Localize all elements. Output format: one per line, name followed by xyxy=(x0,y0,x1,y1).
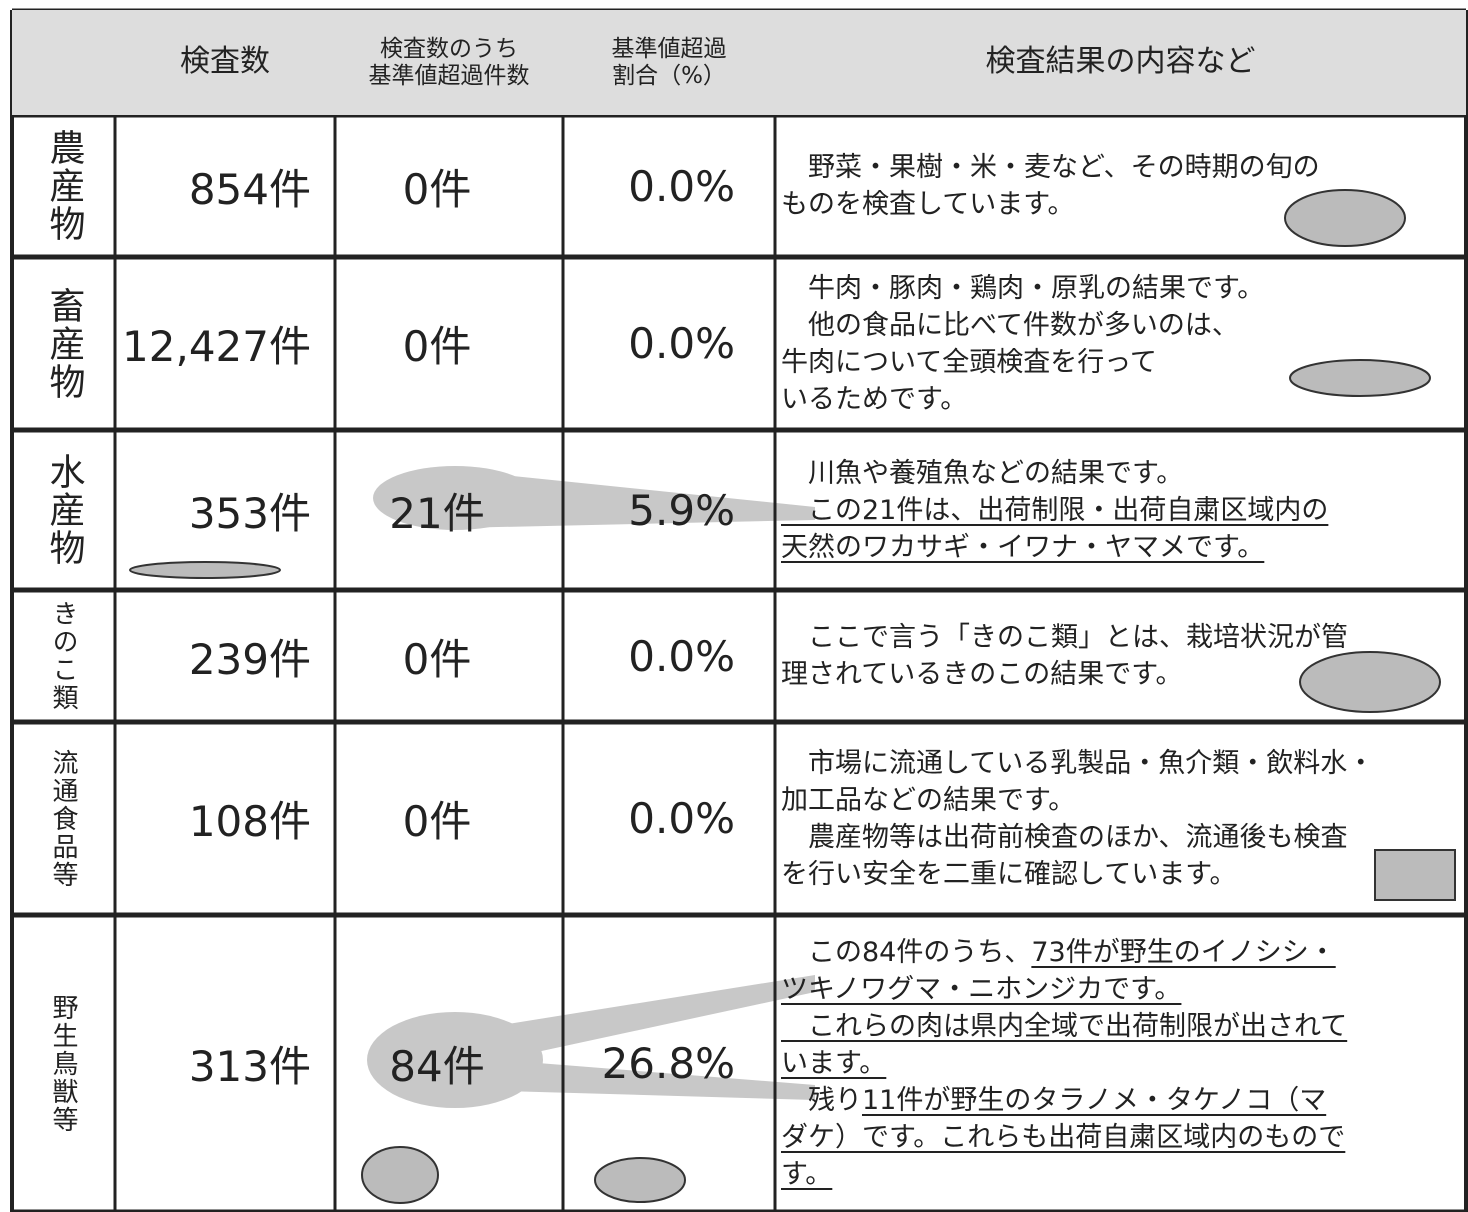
text-segment: 他の食品に比べて件数が多いのは、 xyxy=(781,309,1239,341)
text-segment: 天然のワカサギ・イワナ・ヤマメです。 xyxy=(781,531,1265,563)
description-cell: ここで言う「きのこ類」とは、栽培状況が管 理されているきのこの結果です。 xyxy=(775,590,1466,722)
text-segment: 川魚や養殖魚などの結果です。 xyxy=(781,457,1184,489)
count-cell: 353件 xyxy=(188,488,311,538)
text-segment: を行い安全を二重に確認しています。 xyxy=(781,858,1237,890)
text-segment: いるためです。 xyxy=(781,383,968,415)
ratio-cell: 0.0% xyxy=(628,161,735,211)
exceeded-cell: 0件 xyxy=(402,322,472,371)
count-cell: 239件 xyxy=(188,634,311,684)
description: 牛肉・豚肉・鶏肉・原乳の結果です。 他の食品に比べて件数が多いのは、 牛肉について… xyxy=(781,270,1264,418)
header-cell xyxy=(12,10,115,115)
row-label: きのこ類 xyxy=(48,600,78,712)
description-line: 川魚や養殖魚などの結果です。 xyxy=(781,455,1328,492)
description-line: 農産物等は出荷前検査のほか、流通後も検査 xyxy=(781,819,1374,856)
text-segment: 加工品などの結果です。 xyxy=(781,784,1076,816)
row-label: 畜産物 xyxy=(43,286,85,401)
description: 野菜・果樹・米・麦など、その時期の旬の ものを検査しています。 xyxy=(781,149,1320,223)
description-line: 市場に流通している乳製品・魚介類・飲料水・ xyxy=(781,745,1374,782)
text-segment: 11件が野生のタラノメ・タケノコ（マ xyxy=(862,1085,1327,1116)
description-line: 加工品などの結果です。 xyxy=(781,782,1374,819)
description: 川魚や養殖魚などの結果です。 この21件は、出荷制限・出荷自粛区域内の 天然のワカ… xyxy=(781,455,1328,566)
description-line: 他の食品に比べて件数が多いのは、 xyxy=(781,307,1264,344)
text-segment: これらの肉は県内全域で出荷制限が出されて xyxy=(781,1011,1348,1042)
description-line: ここで言う「きのこ類」とは、栽培状況が管 xyxy=(781,619,1348,656)
description-line: 牛肉について全頭検査を行って xyxy=(781,344,1264,381)
text-segment: います。 xyxy=(781,1048,887,1079)
description-cell: 市場に流通している乳製品・魚介類・飲料水・ 加工品などの結果です。 農産物等は出荷… xyxy=(775,722,1466,915)
description-line: 理されているきのこの結果です。 xyxy=(781,656,1348,693)
text-segment: この84件のうち、 xyxy=(781,937,1032,968)
text-segment: す。 xyxy=(781,1159,833,1190)
text-segment: 農産物等は出荷前検査のほか、流通後も検査 xyxy=(781,821,1348,853)
ratio-cell: 0.0% xyxy=(628,319,735,368)
header-cell: 基準値超過 割合（%） xyxy=(563,10,775,115)
description: この84件のうち、73件が野生のイノシシ・ ツキノワグマ・ニホンジカです。 これら… xyxy=(781,934,1347,1193)
text-segment: この21件は、出荷制限・出荷自粛区域内の xyxy=(781,494,1329,526)
description-cell: この84件のうち、73件が野生のイノシシ・ ツキノワグマ・ニホンジカです。 これら… xyxy=(775,915,1466,1212)
exceeded-cell: 0件 xyxy=(402,634,472,684)
description-line: います。 xyxy=(781,1045,1347,1082)
description-line: 牛肉・豚肉・鶏肉・原乳の結果です。 xyxy=(781,270,1264,307)
description-line: この84件のうち、73件が野生のイノシシ・ xyxy=(781,934,1347,971)
text-segment: 市場に流通している乳製品・魚介類・飲料水・ xyxy=(781,747,1375,779)
count-cell: 854件 xyxy=(188,164,311,214)
count-cell: 313件 xyxy=(188,1042,311,1091)
exceeded-cell: 0件 xyxy=(402,797,472,846)
text-segment: 野菜・果樹・米・麦など、その時期の旬の xyxy=(781,152,1320,183)
text-segment: ダケ）です。これらも出荷自粛区域内のもので xyxy=(781,1122,1346,1153)
description-line: この21件は、出荷制限・出荷自粛区域内の xyxy=(781,492,1328,529)
description-line: これらの肉は県内全域で出荷制限が出されて xyxy=(781,1008,1347,1045)
row-label: 野生鳥獣等 xyxy=(48,993,78,1134)
text-segment: 牛肉・豚肉・鶏肉・原乳の結果です。 xyxy=(781,272,1265,304)
description-line: 残り11件が野生のタラノメ・タケノコ（マ xyxy=(781,1082,1347,1119)
description-line: す。 xyxy=(781,1156,1347,1193)
illustration xyxy=(129,189,1456,1204)
ratio-cell: 26.8% xyxy=(601,1039,735,1088)
header-cell: 検査数 xyxy=(115,10,335,115)
description: 市場に流通している乳製品・魚介類・飲料水・ 加工品などの結果です。 農産物等は出荷… xyxy=(781,745,1374,893)
row-label: 水産物 xyxy=(43,453,85,567)
exceeded-cell: 0件 xyxy=(402,164,472,214)
row-label: 農産物 xyxy=(43,129,85,243)
text-segment: ツキノワグマ・ニホンジカです。 xyxy=(781,974,1182,1005)
text-segment: 残り xyxy=(781,1085,862,1116)
text-segment: 理されているきのこの結果です。 xyxy=(781,659,1183,690)
description-line: ダケ）です。これらも出荷自粛区域内のもので xyxy=(781,1119,1347,1156)
description-line: いるためです。 xyxy=(781,381,1264,418)
callout xyxy=(367,466,815,1108)
text-segment: ものを検査しています。 xyxy=(781,189,1075,220)
exceeded-cell: 84件 xyxy=(389,1042,485,1091)
description-line: を行い安全を二重に確認しています。 xyxy=(781,856,1374,893)
description-line: ツキノワグマ・ニホンジカです。 xyxy=(781,971,1347,1008)
ratio-cell: 0.0% xyxy=(628,794,735,843)
description-cell: 野菜・果樹・米・麦など、その時期の旬の ものを検査しています。 xyxy=(775,115,1466,257)
exceeded-cell: 21件 xyxy=(389,488,485,538)
description: ここで言う「きのこ類」とは、栽培状況が管 理されているきのこの結果です。 xyxy=(781,619,1348,693)
ratio-cell: 5.9% xyxy=(628,485,735,535)
ratio-cell: 0.0% xyxy=(628,631,735,681)
description-cell: 川魚や養殖魚などの結果です。 この21件は、出荷制限・出荷自粛区域内の 天然のワカ… xyxy=(775,430,1466,590)
count-cell: 108件 xyxy=(188,797,311,846)
count-cell: 12,427件 xyxy=(122,322,311,371)
header-cell: 検査結果の内容など xyxy=(775,10,1466,115)
description-cell: 牛肉・豚肉・鶏肉・原乳の結果です。 他の食品に比べて件数が多いのは、 牛肉について… xyxy=(775,257,1466,430)
header-cell: 検査数のうち 基準値超過件数 xyxy=(335,10,563,115)
text-segment: 73件が野生のイノシシ・ xyxy=(1031,937,1336,968)
description-line: ものを検査しています。 xyxy=(781,186,1320,223)
description-line: 野菜・果樹・米・麦など、その時期の旬の xyxy=(781,149,1320,186)
row-label: 流通食品等 xyxy=(48,748,78,889)
description-line: 天然のワカサギ・イワナ・ヤマメです。 xyxy=(781,529,1328,566)
text-segment: ここで言う「きのこ類」とは、栽培状況が管 xyxy=(781,622,1348,653)
text-segment: 牛肉について全頭検査を行って xyxy=(781,346,1157,378)
